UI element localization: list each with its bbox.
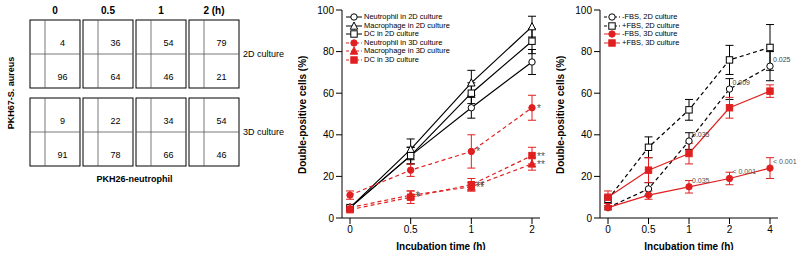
- svg-text:*: *: [537, 103, 541, 114]
- svg-text:0: 0: [52, 5, 58, 16]
- svg-text:0.035: 0.035: [692, 177, 710, 184]
- html-text:Neutrophil in 3D culture: Neutrophil in 3D culture: [364, 37, 443, 47]
- svg-text:40: 40: [323, 129, 335, 140]
- svg-text:3D culture: 3D culture: [243, 127, 284, 137]
- svg-text:**: **: [537, 151, 545, 162]
- svg-text:0: 0: [586, 213, 592, 224]
- svg-text:PKH67-S. aureus: PKH67-S. aureus: [8, 57, 16, 130]
- svg-text:0: 0: [328, 213, 334, 224]
- svg-text:Double-positive cells (%): Double-positive cells (%): [556, 56, 566, 174]
- svg-text:0.5: 0.5: [404, 224, 418, 235]
- svg-text:4: 4: [767, 224, 773, 235]
- svg-text:100: 100: [317, 5, 334, 16]
- svg-text:36: 36: [110, 38, 120, 48]
- svg-text:80: 80: [323, 46, 335, 57]
- html-text:Neutrophil in 2D culture: Neutrophil in 2D culture: [364, 12, 443, 21]
- svg-text:0.025: 0.025: [773, 56, 791, 63]
- svg-text:22: 22: [110, 116, 120, 126]
- html-text:Macrophage in 3D culture: Macrophage in 3D culture: [364, 46, 450, 55]
- svg-text:**: **: [476, 180, 484, 191]
- svg-text:54: 54: [163, 38, 173, 48]
- svg-text:54: 54: [216, 116, 226, 126]
- svg-text:< 0.001: < 0.001: [773, 158, 797, 165]
- html-text:-FBS, 2D culture: -FBS, 2D culture: [622, 12, 678, 21]
- svg-text:80: 80: [581, 46, 593, 57]
- svg-text:64: 64: [110, 72, 120, 82]
- svg-text:66: 66: [163, 150, 173, 160]
- svg-text:78: 78: [110, 150, 120, 160]
- svg-text:0.5: 0.5: [642, 224, 656, 235]
- svg-text:46: 46: [216, 150, 226, 160]
- svg-text:2: 2: [529, 224, 535, 235]
- svg-text:Incubation time (h): Incubation time (h): [396, 241, 485, 250]
- html-text:DC in 3D culture: DC in 3D culture: [364, 54, 419, 64]
- svg-text:21: 21: [216, 72, 226, 82]
- svg-text:96: 96: [57, 72, 67, 82]
- html-text:DC in 2D culture: DC in 2D culture: [364, 29, 419, 38]
- svg-text:40: 40: [581, 129, 593, 140]
- svg-text:46: 46: [163, 72, 173, 82]
- svg-text:0: 0: [347, 224, 353, 235]
- html-text:Macrophage in 2D culture: Macrophage in 2D culture: [364, 20, 450, 30]
- svg-text:1: 1: [686, 224, 692, 235]
- svg-text:Double-positive cells (%): Double-positive cells (%): [298, 56, 308, 174]
- svg-text:*: *: [416, 192, 420, 203]
- svg-text:1: 1: [158, 5, 164, 16]
- svg-text:9: 9: [60, 116, 65, 126]
- svg-text:100: 100: [575, 5, 592, 16]
- svg-text:20: 20: [323, 171, 335, 182]
- svg-text:1: 1: [469, 224, 475, 235]
- svg-text:79: 79: [216, 38, 226, 48]
- svg-text:PKH26-neutrophil: PKH26-neutrophil: [96, 174, 172, 184]
- svg-text:0.009: 0.009: [733, 79, 751, 86]
- svg-text:0.035: 0.035: [692, 131, 710, 138]
- svg-text:0: 0: [605, 224, 611, 235]
- html-text:+FBS, 3D culture: +FBS, 3D culture: [622, 37, 680, 47]
- svg-text:2: 2: [727, 224, 733, 235]
- html-text:-FBS, 3D culture: -FBS, 3D culture: [622, 29, 678, 38]
- svg-text:60: 60: [323, 88, 335, 99]
- svg-text:Incubation time (h): Incubation time (h): [644, 241, 733, 250]
- svg-text:34: 34: [163, 116, 173, 126]
- html-text:+FBS, 2D culture: +FBS, 2D culture: [622, 20, 680, 30]
- svg-text:20: 20: [581, 171, 593, 182]
- svg-text:91: 91: [57, 150, 67, 160]
- svg-text:4: 4: [60, 38, 65, 48]
- svg-text:*: *: [476, 146, 480, 157]
- svg-text:2D culture: 2D culture: [243, 49, 284, 59]
- svg-text:< 0.001: < 0.001: [733, 168, 757, 175]
- svg-text:60: 60: [581, 88, 593, 99]
- svg-text:2 (h): 2 (h): [203, 5, 224, 16]
- svg-text:0.5: 0.5: [101, 5, 115, 16]
